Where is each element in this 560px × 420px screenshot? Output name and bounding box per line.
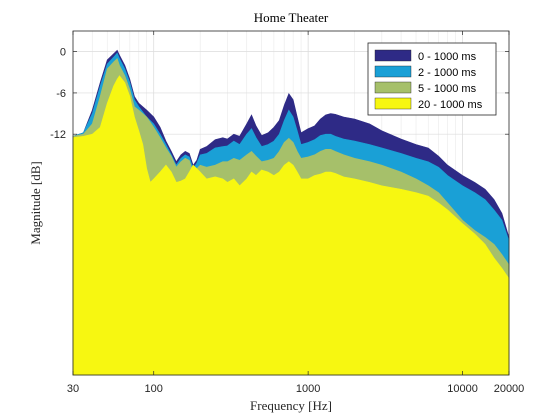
legend-swatch bbox=[374, 49, 412, 62]
legend-swatch bbox=[374, 97, 412, 110]
x-axis-label: Frequency [Hz] bbox=[250, 398, 332, 413]
x-tick-label: 30 bbox=[67, 383, 79, 395]
chart-title: Home Theater bbox=[254, 10, 329, 25]
y-axis-label: Magnitude [dB] bbox=[28, 161, 43, 244]
legend-label: 20 - 1000 ms bbox=[418, 99, 483, 111]
legend-label: 2 - 1000 ms bbox=[418, 67, 477, 79]
x-tick-label: 10000 bbox=[447, 383, 478, 395]
legend-label: 0 - 1000 ms bbox=[418, 51, 477, 63]
y-tick-label: -12 bbox=[50, 129, 66, 141]
y-tick-label: 0 bbox=[60, 47, 66, 59]
area-series bbox=[72, 49, 510, 376]
legend-swatch bbox=[374, 81, 412, 94]
legend: 0 - 1000 ms 2 - 1000 ms 5 - 1000 ms 20 - 10… bbox=[367, 42, 497, 116]
x-tick-label: 1000 bbox=[296, 383, 320, 395]
x-tick-label: 100 bbox=[145, 383, 163, 395]
plot-frame bbox=[72, 30, 510, 376]
area-series-3 bbox=[72, 75, 510, 376]
x-tick-label: 20000 bbox=[494, 383, 525, 395]
y-tick-label: -6 bbox=[56, 88, 66, 100]
legend-label: 5 - 1000 ms bbox=[418, 83, 477, 95]
legend-swatch bbox=[374, 65, 412, 78]
axis-ticks: 30 100 1000 10000 20000 0 -6 -12 bbox=[50, 31, 524, 395]
